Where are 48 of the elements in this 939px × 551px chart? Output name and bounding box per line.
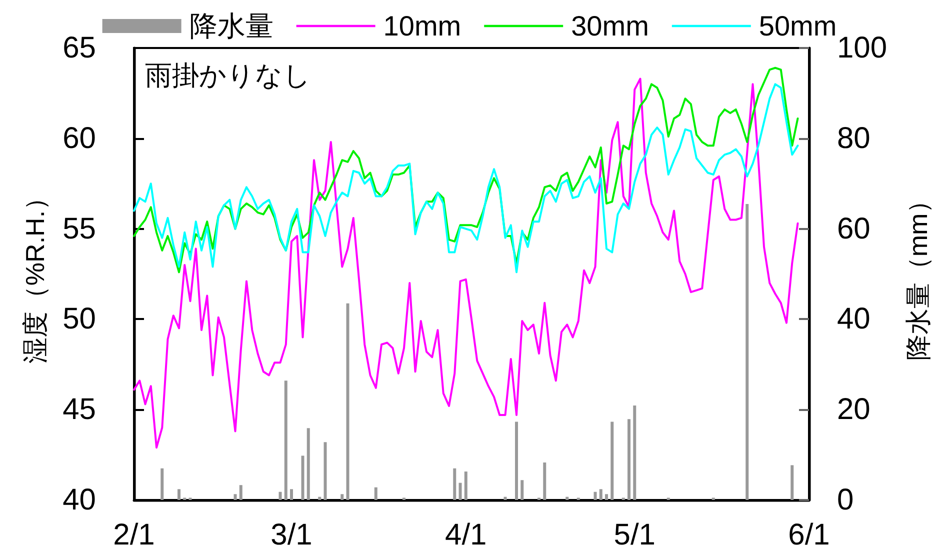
x-tick-label: 6/1 <box>788 518 830 551</box>
y-tick-label: 45 <box>62 393 96 426</box>
y2-tick-label: 40 <box>837 302 870 336</box>
x-tick-label: 2/1 <box>113 518 155 551</box>
bar <box>520 480 524 500</box>
bar <box>324 442 327 500</box>
y2-tick-label: 100 <box>837 32 888 64</box>
bar <box>301 456 304 500</box>
bar <box>290 489 293 500</box>
bar <box>599 489 602 500</box>
x-tick-label: 3/1 <box>270 518 312 551</box>
bar <box>746 204 749 500</box>
bar <box>790 465 794 500</box>
y2-tick-label: 60 <box>837 212 870 246</box>
bar <box>543 462 546 500</box>
bar <box>374 487 378 500</box>
legend-label: 30mm <box>571 10 649 42</box>
bar <box>610 422 614 500</box>
bar <box>453 468 456 500</box>
bar <box>458 482 462 500</box>
legend-label: 10mm <box>383 10 462 42</box>
bar <box>594 492 597 500</box>
bar <box>340 494 344 500</box>
y2-axis-title: 降水量（mm） <box>903 187 933 361</box>
y2-tick-label: 0 <box>837 484 854 516</box>
bar <box>605 494 608 500</box>
legend-label: 降水量 <box>189 10 274 42</box>
y-tick-label: 60 <box>62 122 96 155</box>
x-tick-label: 4/1 <box>445 518 487 551</box>
y-tick-label: 65 <box>62 32 96 64</box>
bar <box>318 496 322 500</box>
bar <box>504 496 507 500</box>
bar <box>306 428 310 500</box>
y-tick-label: 50 <box>62 302 96 336</box>
bar <box>633 406 636 500</box>
x-tick-label: 5/1 <box>614 518 656 551</box>
y2-tick-label: 80 <box>837 122 870 155</box>
bar <box>346 303 350 500</box>
y-tick-label: 40 <box>62 484 96 516</box>
bar <box>566 496 569 500</box>
y-axis-title: 湿度（%R.H.） <box>20 184 50 364</box>
bar <box>628 419 630 500</box>
y-tick-label: 55 <box>62 212 96 246</box>
y2-tick-label: 20 <box>837 393 870 426</box>
annotation: 雨掛かりなし <box>145 60 311 90</box>
bar <box>515 422 518 500</box>
bar <box>464 472 468 500</box>
legend-label: 50mm <box>758 10 837 42</box>
